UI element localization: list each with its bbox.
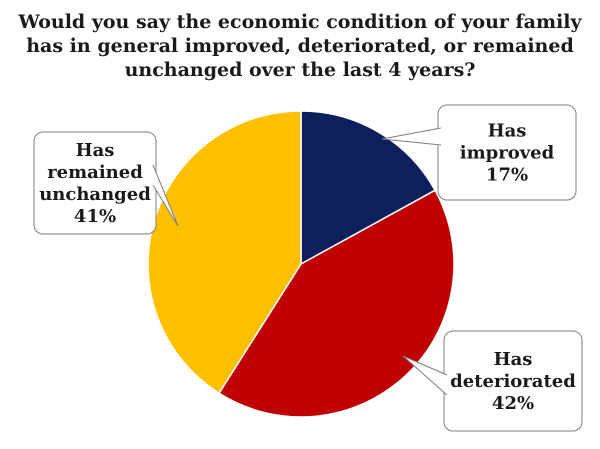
chart-title-line-1: Would you say the economic condition of … bbox=[17, 11, 582, 33]
callout-box bbox=[437, 104, 577, 201]
pie-slice-has-improved bbox=[300, 110, 437, 266]
slice-label-line: deteriorated bbox=[450, 371, 576, 392]
slice-label-line: Has bbox=[494, 349, 533, 370]
callout-pointer-edge bbox=[402, 355, 448, 396]
callouts: Hasimproved17%Hasdeteriorated42%Hasremai… bbox=[33, 104, 583, 432]
slice-label-line: improved bbox=[460, 143, 555, 164]
pie-slices bbox=[147, 110, 455, 418]
chart-title-line-2: has in general improved, deteriorated, o… bbox=[26, 35, 574, 57]
callout-pointer bbox=[382, 128, 441, 145]
chart-title: Would you say the economic condition of … bbox=[17, 11, 582, 81]
callout-pointer-edge bbox=[152, 164, 179, 227]
slice-value-label: 42% bbox=[492, 393, 534, 414]
pie-slice-has-deteriorated bbox=[217, 189, 455, 418]
slice-value-label: 17% bbox=[486, 165, 528, 186]
chart-title-line-3: unchanged over the last 4 years? bbox=[125, 59, 476, 81]
slice-value-label: 41% bbox=[74, 206, 116, 227]
slice-label-line: Has bbox=[76, 140, 115, 161]
slice-label-line: unchanged bbox=[39, 184, 151, 205]
callout-pointer-edge bbox=[381, 127, 442, 146]
slice-label-line: Has bbox=[488, 121, 527, 142]
slice-label-line: remained bbox=[47, 162, 143, 183]
